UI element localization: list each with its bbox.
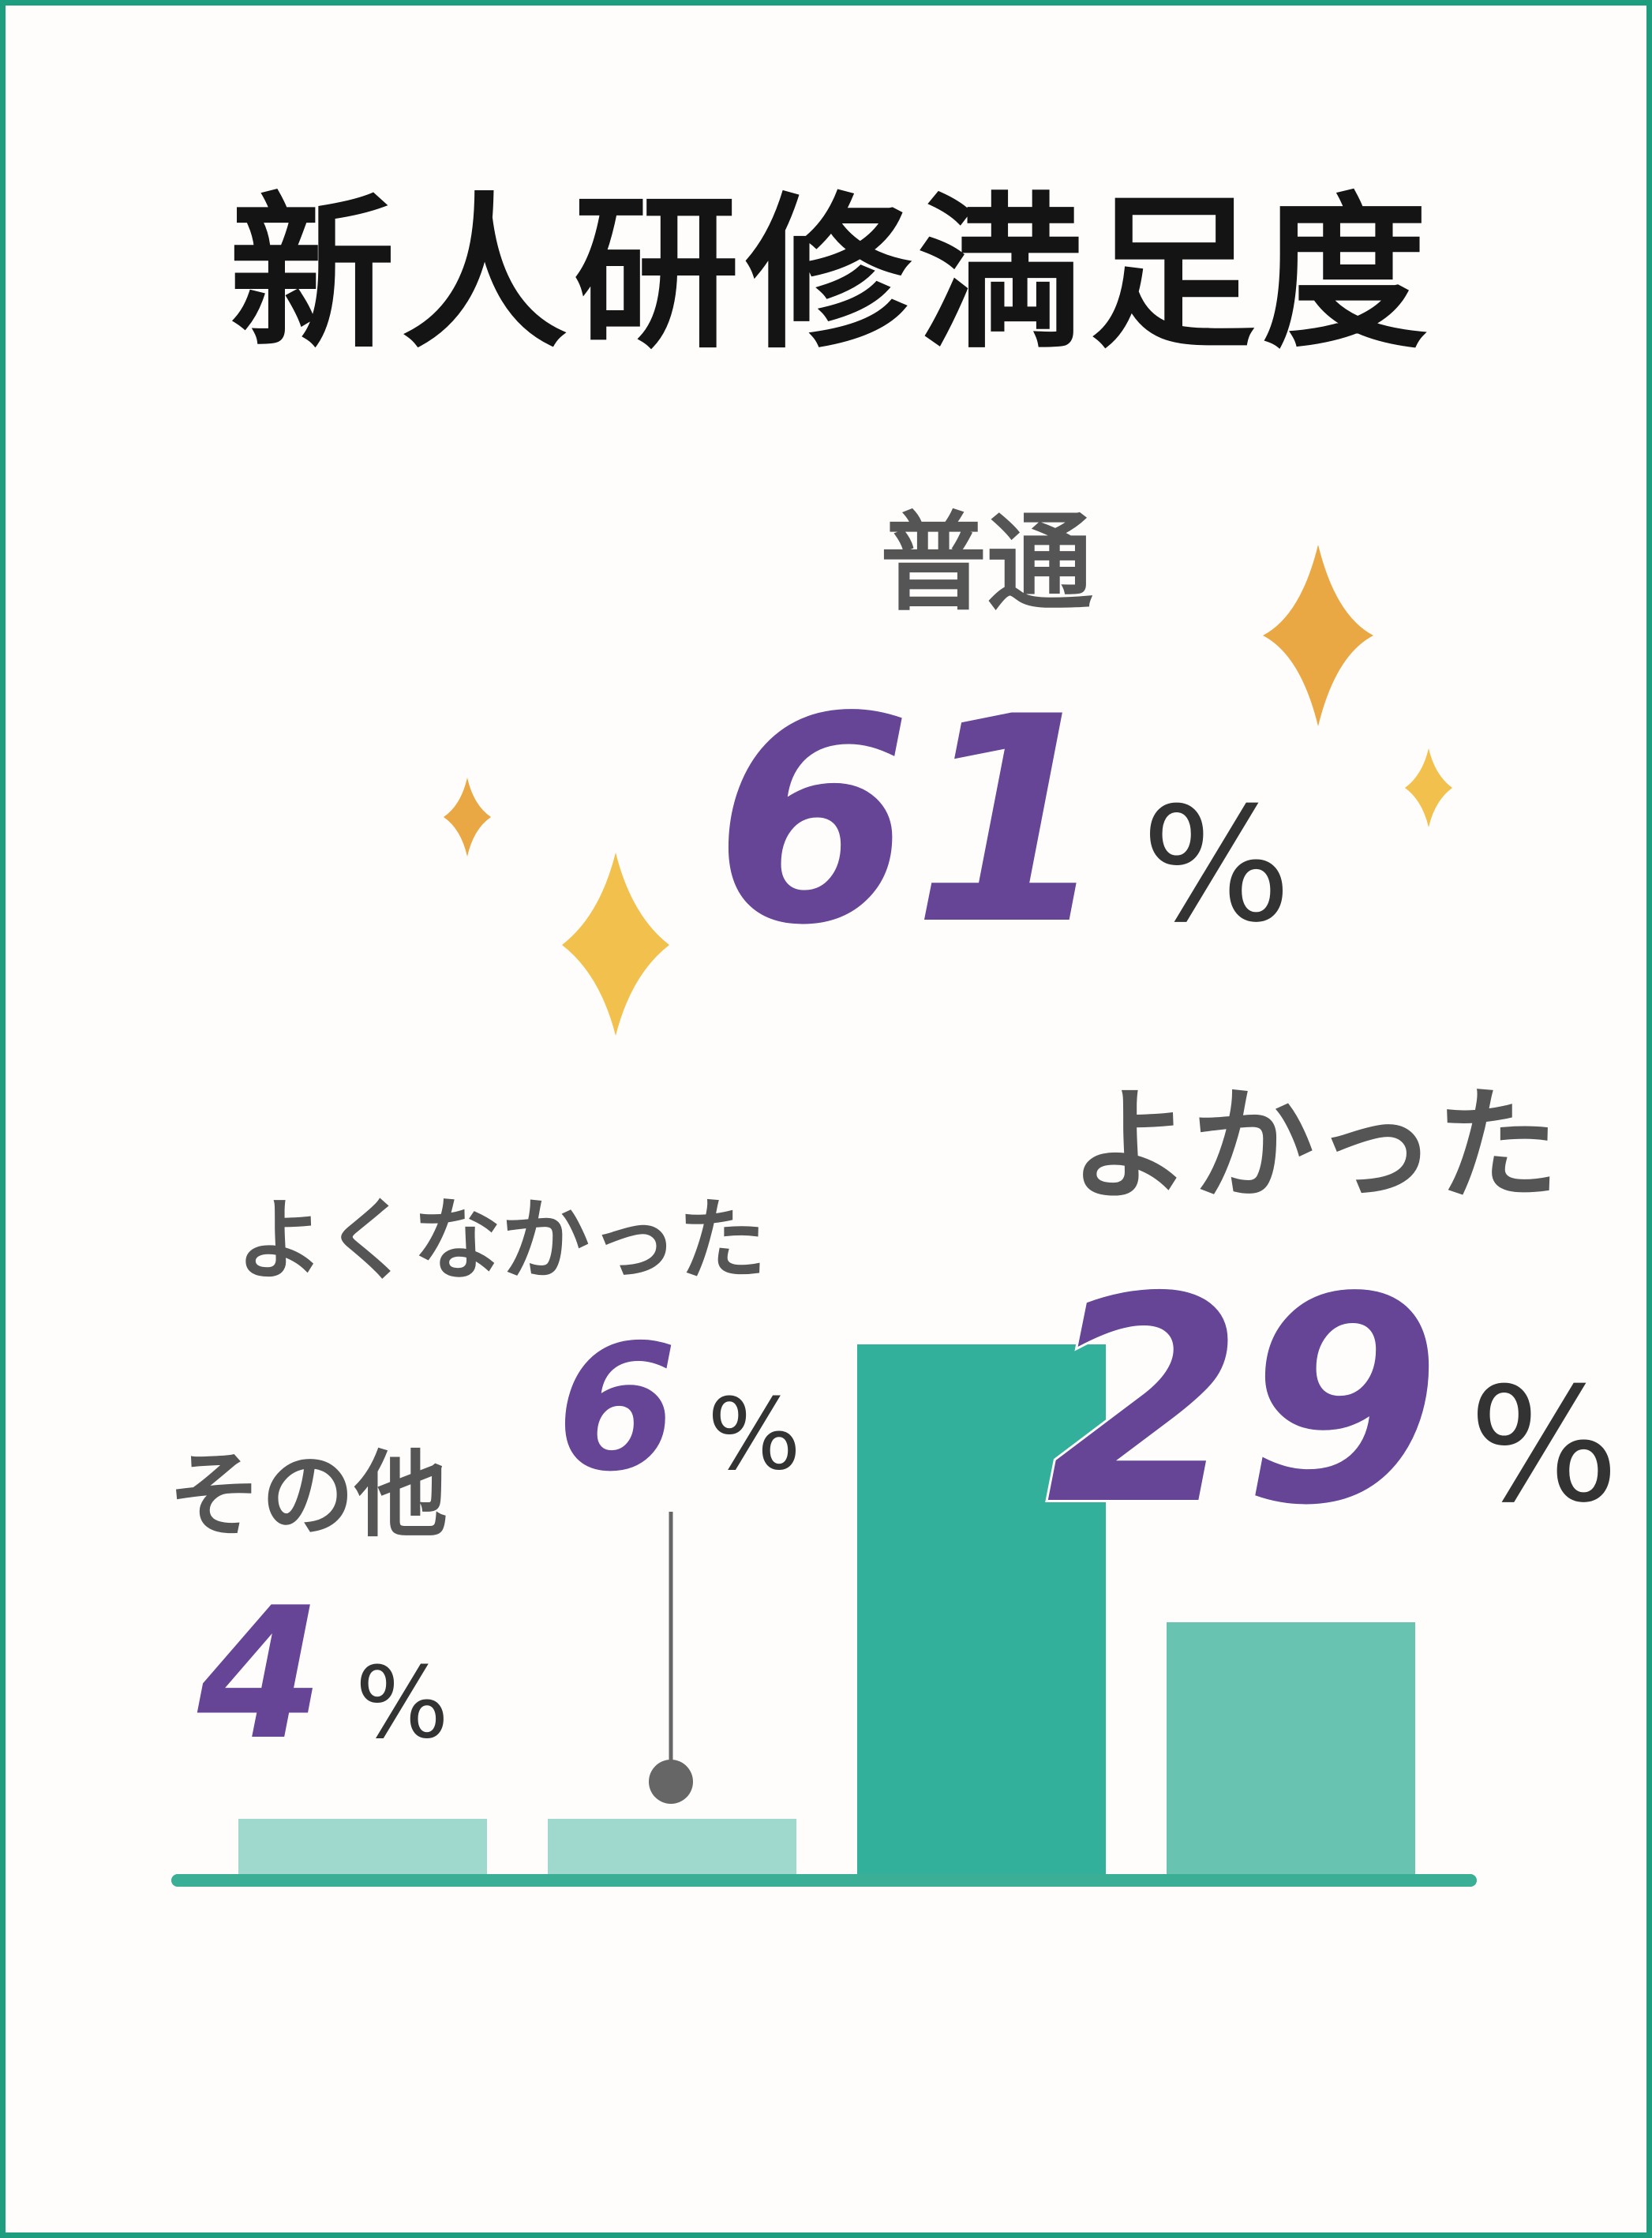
category-label-good: よかった [1069, 1074, 1559, 1217]
value-label-other: 4% [197, 1569, 449, 1780]
percent-unit: % [707, 1378, 801, 1492]
leader-dot [649, 1760, 693, 1804]
sparkle-icon [562, 853, 669, 1036]
value-number-other: 4 [197, 1569, 324, 1780]
value-label-bad: 6% [556, 1307, 801, 1509]
percent-unit: % [1469, 1354, 1619, 1538]
value-number-bad: 6 [556, 1307, 677, 1509]
sparkle-icon [1405, 748, 1452, 827]
bar-other [238, 1819, 487, 1874]
bar-bad [548, 1819, 796, 1874]
sparkle-icon [444, 778, 491, 857]
chart-title: 新人研修満足度 [229, 178, 1434, 371]
percent-unit: % [1141, 774, 1291, 958]
value-label-good: 29% [1046, 1236, 1619, 1567]
value-number-good: 29 [1046, 1236, 1441, 1567]
category-label-bad: よくなかった [236, 1190, 766, 1292]
value-number-normal: 61 [714, 656, 1110, 987]
percent-unit: % [355, 1646, 449, 1760]
bar-good [1167, 1622, 1415, 1874]
category-label-normal: 普通 [880, 501, 1093, 625]
sparkle-icon [1263, 545, 1373, 726]
value-label-normal: 61% [714, 656, 1291, 987]
category-label-other: その他 [168, 1441, 448, 1550]
bar-normal [857, 1344, 1106, 1874]
